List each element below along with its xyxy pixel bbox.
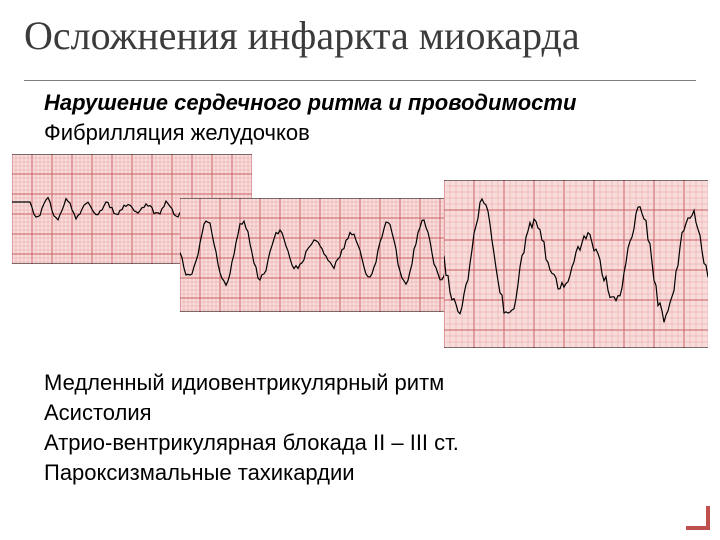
lower-list-item: Медленный идиовентрикулярный ритм [44, 368, 459, 398]
title-divider [24, 80, 696, 81]
lower-list-item: Асистолия [44, 398, 459, 428]
corner-accent [686, 506, 710, 530]
lower-list-item: Пароксизмальные тахикардии [44, 458, 459, 488]
slide-title: Осложнения инфаркта миокарда [24, 12, 580, 59]
subtitle: Нарушение сердечного ритма и проводимост… [44, 90, 576, 116]
ecg-strip-group [12, 154, 708, 354]
ecg-panel-3 [444, 180, 708, 348]
vf-label: Фибрилляция желудочков [44, 120, 310, 146]
lower-list: Медленный идиовентрикулярный ритм Асисто… [44, 368, 459, 488]
lower-list-item: Атрио-вентрикулярная блокада II – III ст… [44, 428, 459, 458]
ecg-panel-2 [180, 198, 458, 312]
